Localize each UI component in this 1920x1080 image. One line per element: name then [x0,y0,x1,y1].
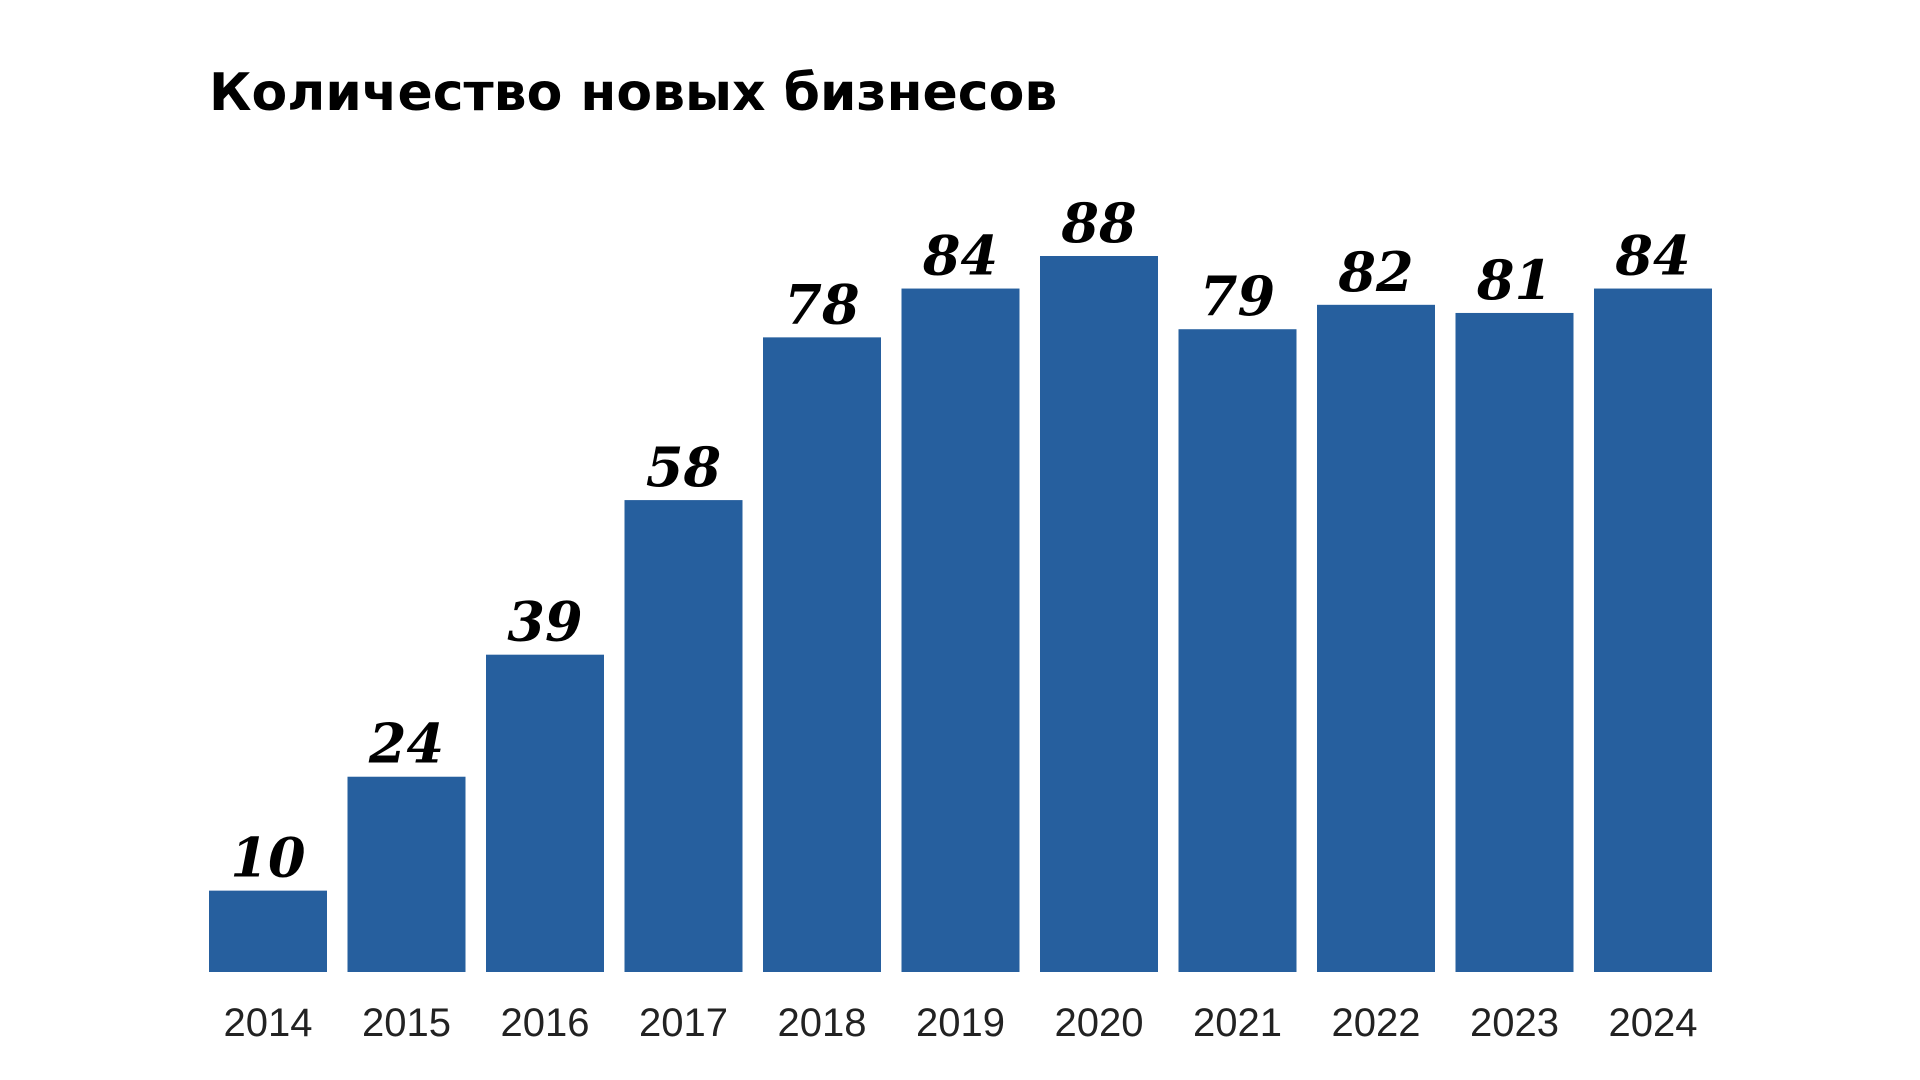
chart-title: Количество новых бизнесов [209,63,1057,123]
value-label: 81 [1476,248,1552,312]
value-label: 84 [1614,224,1690,288]
bar [347,776,466,972]
bar [1455,312,1574,972]
x-tick-label: 2014 [224,1001,313,1045]
x-tick-label: 2016 [501,1001,590,1045]
value-label: 79 [1200,264,1275,328]
x-tick-label: 2020 [1055,1001,1144,1045]
bar [901,288,1020,973]
x-tick-label: 2018 [778,1001,867,1045]
bar [1594,288,1712,973]
x-tick-label: 2023 [1470,1001,1559,1045]
value-label: 78 [784,272,859,336]
value-label: 82 [1337,240,1413,304]
value-label: 88 [1060,191,1136,255]
bar [1040,256,1158,972]
x-tick-label: 2015 [362,1001,451,1045]
bar [1317,304,1435,972]
bar [209,890,327,972]
value-label: 39 [507,590,582,654]
value-label: 84 [922,224,998,288]
value-label: 10 [230,826,305,890]
x-tick-label: 2021 [1193,1001,1282,1045]
x-tick-label: 2019 [916,1001,1005,1045]
value-label: 58 [646,435,721,499]
bar [486,654,604,972]
x-tick-label: 2024 [1609,1001,1698,1045]
x-tick-label: 2017 [639,1001,728,1045]
value-label: 24 [368,712,444,776]
bar [763,337,881,972]
x-tick-label: 2022 [1332,1001,1421,1045]
bar [624,500,743,972]
bar [1178,329,1297,972]
